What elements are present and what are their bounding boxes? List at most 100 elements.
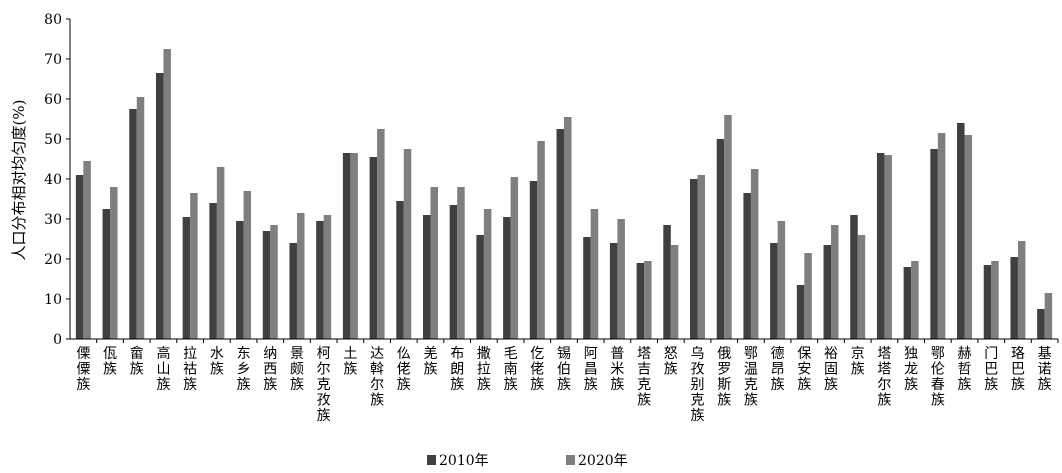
x-tick-label: 赫哲族 [958,346,972,393]
svg-text:哲: 哲 [958,362,972,378]
bar-2020年-畲族 [136,97,145,339]
svg-text:塔: 塔 [637,346,651,362]
y-tick-label: 0 [53,332,62,348]
x-tick-label: 阿昌族 [584,346,598,393]
x-tick-label: 普米族 [610,346,624,393]
svg-text:赫: 赫 [958,346,972,362]
x-tick-label: 水族 [210,346,224,378]
svg-text:普: 普 [610,346,624,362]
bar-2010年-柯尔克孜族 [316,221,324,339]
svg-text:克: 克 [637,377,651,393]
svg-text:固: 固 [824,362,838,378]
svg-text:孜: 孜 [691,362,705,378]
svg-text:基: 基 [1038,345,1052,362]
svg-text:高: 高 [156,345,170,362]
y-tick-label: 20 [44,252,62,268]
bar-2010年-畲族 [129,109,137,339]
bar-2010年-东乡族 [236,221,244,339]
svg-text:乡: 乡 [237,362,251,378]
bar-2010年-阿昌族 [583,237,591,339]
bar-2020年-鄂温克族 [750,169,759,339]
bar-2020年-仫佬族 [403,149,412,339]
svg-text:族: 族 [317,408,331,424]
svg-text:米: 米 [610,362,624,378]
legend-swatch [427,455,436,465]
bar-2020年-锡伯族 [564,117,572,339]
svg-text:孜: 孜 [317,393,331,409]
bar-2020年-水族 [216,167,225,339]
svg-text:景: 景 [290,346,304,362]
bar-2020年-撒拉族 [483,209,492,339]
svg-text:族: 族 [504,377,518,393]
svg-text:斯: 斯 [717,377,731,393]
bar-2010年-傈僳族 [75,175,84,339]
bar-2010年-赫哲族 [957,123,965,339]
svg-text:珞: 珞 [1011,346,1025,362]
bar-2010年-乌孜别克族 [690,179,698,339]
svg-text:土: 土 [343,346,357,362]
svg-text:羌: 羌 [423,346,437,362]
bar-2010年-塔吉克族 [636,263,645,339]
x-tick-label: 德昂族 [771,346,785,393]
bar-2010年-水族 [209,203,217,339]
svg-text:龙: 龙 [904,362,918,378]
bar-2010年-羌族 [422,215,431,339]
bar-2020年-柯尔克孜族 [323,215,332,339]
legend: 2010年 2020年 [427,453,628,469]
svg-text:傈: 傈 [76,346,90,362]
svg-text:族: 族 [771,377,785,393]
bar-2010年-佤族 [102,209,111,339]
svg-text:族: 族 [103,362,117,378]
svg-text:佬: 佬 [397,362,411,378]
svg-text:族: 族 [584,377,598,393]
bar-2020年-高山族 [163,49,171,339]
svg-text:仡: 仡 [530,346,544,362]
x-tick-label: 东乡族 [237,346,251,393]
svg-text:斡: 斡 [370,362,384,378]
bar-2010年-怒族 [663,225,671,339]
svg-text:塔: 塔 [877,346,891,362]
svg-text:畲: 畲 [130,345,144,362]
y-tick-label: 40 [44,172,62,188]
bar-2010年-普米族 [609,243,618,339]
bar-2020年-景颇族 [296,213,305,339]
svg-text:祜: 祜 [183,362,197,378]
svg-text:族: 族 [76,377,90,393]
svg-text:克: 克 [317,377,331,393]
svg-text:族: 族 [557,377,571,393]
svg-text:吉: 吉 [637,362,651,378]
svg-text:族: 族 [397,377,411,393]
svg-text:鄂: 鄂 [931,346,945,362]
svg-text:毛: 毛 [504,346,518,362]
svg-text:山: 山 [156,362,170,378]
svg-text:佬: 佬 [530,362,544,378]
bar-2020年-布朗族 [457,187,465,339]
svg-text:僳: 僳 [76,362,90,378]
y-tick-label: 60 [44,92,62,108]
bar-2020年-傈僳族 [83,161,91,339]
svg-text:族: 族 [637,393,651,409]
svg-text:罗: 罗 [717,362,731,378]
svg-text:西: 西 [263,362,277,378]
bar-2020年-拉祜族 [190,193,198,339]
x-tick-label: 纳西族 [263,346,277,393]
bar-2010年-德昂族 [770,243,778,339]
svg-text:克: 克 [691,393,705,409]
svg-text:族: 族 [183,377,197,393]
bar-2010年-塔塔尔族 [876,153,885,339]
bar-2020年-阿昌族 [590,209,599,339]
bar-2020年-达斡尔族 [377,129,385,339]
svg-text:族: 族 [450,377,464,393]
x-tick-label: 撒拉族 [477,346,491,393]
svg-text:阿: 阿 [584,346,598,362]
bar-2020年-裕固族 [831,225,839,339]
bar-2010年-门巴族 [983,265,992,339]
svg-text:族: 族 [610,377,624,393]
svg-text:柯: 柯 [317,346,331,362]
svg-text:东: 东 [237,346,251,362]
svg-text:族: 族 [904,377,918,393]
